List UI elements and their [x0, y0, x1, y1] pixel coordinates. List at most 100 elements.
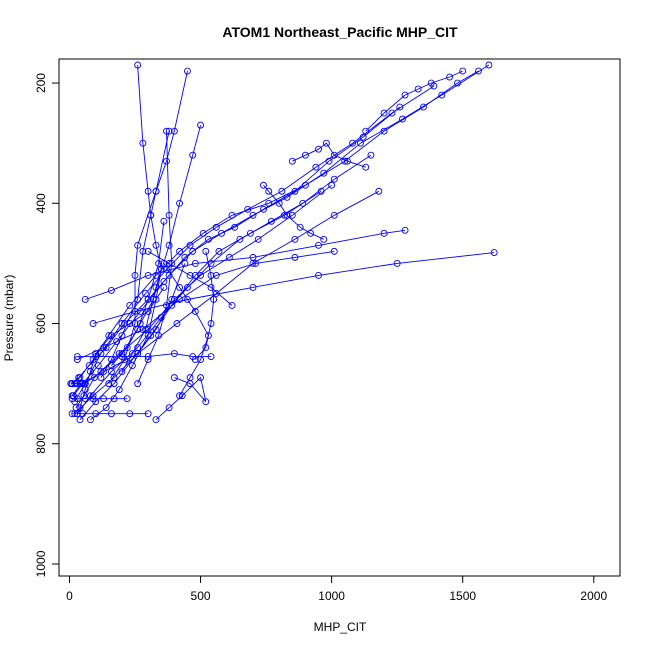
- data-point: [134, 380, 142, 388]
- data-point: [446, 73, 454, 81]
- y-axis-label: Pressure (mbar): [2, 275, 16, 362]
- data-point: [144, 308, 152, 315]
- data-point: [97, 368, 105, 376]
- data-point: [291, 187, 299, 195]
- data-point: [89, 395, 97, 403]
- x-tick-label: 2000: [580, 589, 607, 603]
- series-line: [155, 376, 207, 421]
- series-line: [194, 251, 215, 360]
- data-point: [330, 247, 338, 255]
- chart-title: ATOM1 Northeast_Pacific MHP_CIT: [222, 24, 458, 40]
- data-point: [197, 374, 205, 382]
- data-point: [202, 247, 210, 255]
- data-point: [176, 199, 184, 207]
- data-point: [165, 241, 173, 249]
- x-tick-label: 1500: [449, 589, 476, 603]
- data-point: [170, 350, 178, 358]
- data-point: [126, 302, 134, 309]
- series-line: [85, 229, 406, 300]
- data-point: [184, 283, 191, 291]
- data-point: [73, 356, 81, 364]
- data-point: [362, 127, 370, 135]
- series-line: [292, 142, 366, 168]
- data-point: [126, 410, 134, 418]
- data-point: [68, 395, 76, 403]
- data-point: [414, 85, 422, 93]
- series-line: [263, 184, 324, 240]
- data-point: [81, 380, 89, 388]
- data-point: [152, 326, 160, 333]
- data-point: [375, 187, 383, 195]
- series-line: [365, 70, 463, 132]
- data-point: [134, 241, 142, 249]
- data-point: [163, 157, 170, 165]
- data-point: [380, 109, 388, 117]
- data-point: [459, 67, 467, 75]
- data-point: [144, 187, 152, 195]
- data-point: [254, 235, 262, 243]
- series-line: [108, 131, 170, 384]
- data-point: [81, 395, 89, 403]
- data-point: [349, 139, 357, 147]
- data-point: [260, 205, 267, 213]
- data-point: [142, 326, 149, 333]
- data-point: [249, 283, 257, 291]
- data-point: [186, 271, 194, 279]
- data-point: [246, 229, 254, 237]
- data-point: [215, 247, 223, 255]
- data-point: [474, 67, 482, 75]
- data-point: [136, 320, 144, 327]
- data-point: [90, 374, 98, 382]
- data-point: [265, 187, 273, 195]
- data-point: [357, 139, 364, 147]
- data-point: [244, 205, 252, 213]
- data-point: [184, 296, 191, 303]
- data-point: [283, 193, 291, 201]
- data-point: [312, 163, 320, 171]
- data-point: [76, 404, 84, 412]
- data-point: [367, 151, 375, 159]
- data-point: [184, 67, 191, 75]
- data-point: [89, 320, 97, 327]
- data-point: [396, 103, 404, 111]
- data-point: [228, 302, 236, 309]
- data-point: [139, 139, 147, 147]
- data-point: [110, 374, 118, 382]
- series-line: [77, 154, 372, 414]
- data-point: [144, 332, 152, 339]
- data-point: [207, 283, 215, 291]
- data-point: [73, 380, 81, 388]
- data-point: [170, 127, 178, 135]
- data-point: [144, 353, 152, 361]
- data-point: [163, 265, 170, 273]
- data-point: [320, 169, 328, 177]
- data-point: [168, 259, 176, 267]
- data-point: [320, 235, 328, 243]
- data-point: [393, 259, 401, 267]
- data-point: [401, 91, 409, 99]
- data-point: [102, 404, 110, 412]
- data-point: [330, 211, 338, 219]
- data-point: [186, 241, 194, 249]
- data-point: [81, 296, 89, 303]
- data-point: [157, 265, 165, 273]
- series-line: [74, 85, 435, 402]
- data-point: [288, 157, 296, 165]
- x-axis: 0 500 1000 1500 2000: [66, 575, 607, 603]
- data-point: [155, 259, 163, 267]
- data-point: [210, 296, 218, 303]
- data-point: [100, 395, 108, 403]
- data-point: [163, 302, 170, 309]
- data-point: [160, 259, 168, 267]
- series-group: [67, 61, 498, 424]
- data-point: [296, 223, 304, 231]
- data-point: [168, 296, 176, 303]
- data-point: [212, 223, 220, 231]
- series-line: [73, 106, 401, 396]
- data-point: [94, 362, 102, 370]
- series-line: [163, 263, 209, 396]
- data-point: [118, 353, 126, 361]
- data-point: [79, 410, 87, 418]
- data-point: [136, 308, 144, 315]
- data-point: [252, 259, 260, 267]
